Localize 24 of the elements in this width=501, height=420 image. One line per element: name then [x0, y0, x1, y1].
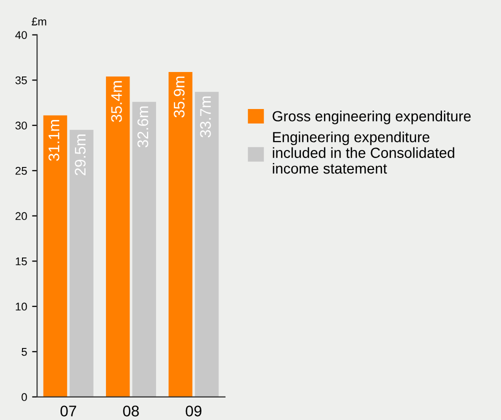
y-tick-label: 5: [22, 348, 27, 356]
data-label: 35.4m: [111, 81, 122, 122]
data-label: 35.9m: [174, 76, 185, 118]
x-tick-label: 09: [186, 406, 202, 416]
legend-label: Gross engineering expenditure: [272, 110, 471, 124]
x-tick-label: 08: [123, 406, 139, 416]
y-tick-label: 15: [16, 258, 27, 266]
bar: [168, 72, 192, 397]
bar: [106, 76, 130, 397]
y-tick-label: 0: [22, 393, 27, 402]
y-axis-title: £m: [32, 18, 46, 26]
y-tick-label: 35: [15, 76, 27, 84]
data-label: 31.1m: [48, 120, 60, 161]
bar: [194, 92, 219, 397]
y-tick-label: 25: [16, 166, 27, 175]
legend-label: Engineering expenditure included in the Consolidated income statement: [272, 132, 454, 174]
x-tick-label: 07: [60, 406, 76, 416]
y-tick-label: 30: [15, 122, 27, 130]
y-tick-label: 10: [16, 302, 27, 311]
bar: [70, 130, 94, 397]
bar: [43, 115, 68, 397]
y-tick-label: 40: [15, 31, 27, 39]
bar: [132, 102, 156, 397]
y-tick-label: 20: [16, 212, 27, 220]
